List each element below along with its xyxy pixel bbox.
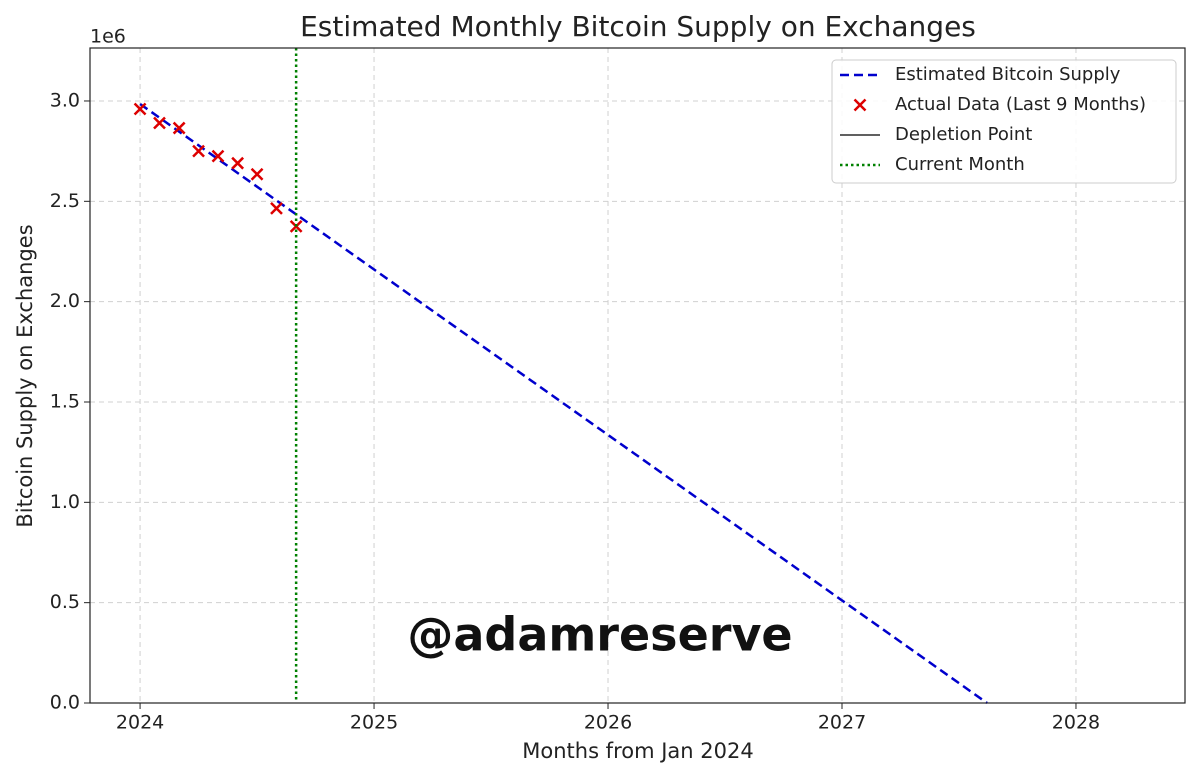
y-offset-label: 1e6 <box>90 26 126 48</box>
data-point <box>270 201 283 215</box>
x-tick-label: 2028 <box>1052 712 1100 734</box>
legend-label: Current Month <box>895 154 1025 175</box>
x-tick-label: 2025 <box>350 712 398 734</box>
data-point <box>153 116 166 130</box>
x-tick-label: 2027 <box>818 712 866 734</box>
data-point <box>211 149 225 163</box>
y-tick-label: 0.5 <box>50 591 80 613</box>
data-point <box>192 144 205 158</box>
y-tick-label: 3.0 <box>50 89 80 111</box>
x-axis-label: Months from Jan 2024 <box>522 739 753 763</box>
legend-label: Depletion Point <box>895 124 1032 145</box>
legend-marker <box>853 98 867 112</box>
legend-label: Estimated Bitcoin Supply <box>895 64 1121 85</box>
data-point <box>133 102 147 116</box>
data-point <box>250 167 264 181</box>
legend-label: Actual Data (Last 9 Months) <box>895 94 1146 115</box>
chart-title: Estimated Monthly Bitcoin Supply on Exch… <box>300 10 976 43</box>
data-point <box>172 121 186 135</box>
y-tick-label: 2.0 <box>50 290 80 312</box>
y-tick-label: 1.0 <box>50 491 80 513</box>
x-tick-label: 2024 <box>116 712 164 734</box>
y-axis-label: Bitcoin Supply on Exchanges <box>13 224 37 527</box>
y-tick-label: 2.5 <box>50 190 80 212</box>
y-tick-label: 1.5 <box>50 390 80 412</box>
plot-frame <box>89 47 1186 704</box>
data-point <box>231 156 245 170</box>
x-tick-label: 2026 <box>584 712 632 734</box>
watermark: @adamreserve <box>407 608 792 662</box>
legend-box <box>831 59 1177 184</box>
y-tick-label: 0.0 <box>50 692 80 714</box>
